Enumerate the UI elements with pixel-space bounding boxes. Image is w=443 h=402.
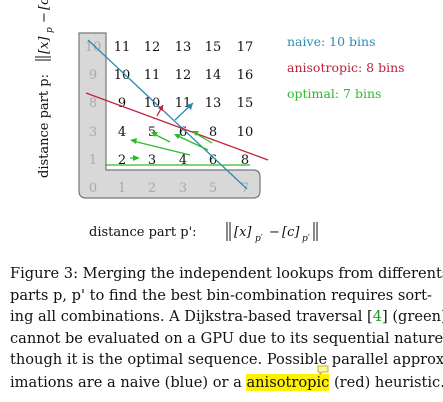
legend: naive: 10 bins anisotropic: 8 bins optim… bbox=[287, 34, 405, 101]
bin-grid: 10 11 12 13 15 179 10 11 12 14 168 9 10 11 13 153 4 5 6 8 10… bbox=[85, 40, 254, 196]
grid-cell: 6 bbox=[209, 153, 217, 168]
grid-cell: 11 bbox=[114, 40, 131, 55]
grid-cell: 17 bbox=[237, 40, 254, 55]
highlighted-word[interactable]: anisotropic bbox=[246, 373, 330, 391]
grid-cell: 4 bbox=[118, 125, 126, 140]
grid-cell: 4 bbox=[179, 153, 187, 168]
x-axis-label: distance part p': [x] p′ − [c] p′ bbox=[89, 222, 318, 244]
grid-cell: 11 bbox=[175, 96, 192, 111]
caption-line-1: Figure 3: Merging the independent lookup… bbox=[10, 265, 443, 282]
svg-text:[x]: [x] bbox=[234, 225, 252, 240]
optimal-path bbox=[105, 131, 250, 166]
grid-cell: 8 bbox=[209, 125, 217, 140]
grid-cell: 12 bbox=[144, 40, 161, 55]
grid-cell: 2 bbox=[148, 181, 156, 196]
legend-optimal: optimal: 7 bins bbox=[287, 86, 381, 101]
grid-cell: 3 bbox=[89, 125, 97, 140]
grid-cell: 12 bbox=[175, 68, 192, 83]
svg-text:−: − bbox=[269, 225, 280, 240]
grid-cell: 13 bbox=[175, 40, 192, 55]
grid-cell: 10 bbox=[144, 96, 161, 111]
grid-cell: 6 bbox=[179, 125, 187, 140]
x-axis-label-text: distance part p': bbox=[89, 225, 197, 240]
legend-anisotropic: anisotropic: 8 bins bbox=[287, 60, 405, 75]
anisotropic-arrowhead bbox=[158, 105, 163, 111]
naive-arrowhead bbox=[186, 103, 193, 110]
grid-cell: 7 bbox=[241, 181, 249, 196]
caption-line-2: parts p, p' to find the best bin-combina… bbox=[10, 286, 432, 304]
svg-text:p′: p′ bbox=[302, 234, 310, 244]
svg-text:[x]: [x] bbox=[37, 36, 52, 54]
svg-text:[c]: [c] bbox=[37, 0, 52, 10]
grid-cell: 2 bbox=[118, 153, 126, 168]
grid-cell: 10 bbox=[85, 40, 102, 55]
grid-cell: 10 bbox=[114, 68, 131, 83]
grid-cell: 3 bbox=[179, 181, 187, 196]
grid-cell: 1 bbox=[118, 181, 126, 196]
y-axis-label: distance part p: [x] p − [c] p bbox=[35, 0, 55, 178]
grid-cell: 3 bbox=[148, 153, 156, 168]
svg-text:p: p bbox=[45, 27, 55, 33]
x-axis-norm: [x] p′ − [c] p′ bbox=[226, 222, 318, 244]
caption-line-5: though it is the optimal sequence. Possi… bbox=[10, 351, 443, 369]
grid-cell: 13 bbox=[205, 96, 222, 111]
legend-naive: naive: 10 bins bbox=[287, 34, 376, 49]
grid-cell: 1 bbox=[89, 153, 97, 168]
grid-cell: 15 bbox=[205, 40, 222, 55]
y-axis-norm: [x] p − [c] p bbox=[35, 0, 55, 61]
svg-text:p′: p′ bbox=[255, 234, 263, 244]
grid-cell: 15 bbox=[237, 96, 254, 111]
grid-cell: 16 bbox=[237, 68, 254, 83]
caption-line-4: cannot be evaluated on a GPU due to its … bbox=[10, 329, 443, 347]
svg-text:−: − bbox=[37, 12, 52, 23]
grid-cell: 8 bbox=[89, 96, 97, 111]
citation-link[interactable]: 4 bbox=[372, 308, 383, 326]
grid-cell: 9 bbox=[89, 68, 97, 83]
grid-cell: 0 bbox=[89, 181, 97, 196]
grid-cell: 11 bbox=[144, 68, 161, 83]
caption-line-3: ing all combinations. A Dijkstra-based t… bbox=[10, 308, 443, 326]
grid-cell: 10 bbox=[237, 125, 254, 140]
axis-band bbox=[78, 32, 261, 199]
anisotropic-line bbox=[85, 92, 269, 161]
grid-cell: 8 bbox=[241, 153, 249, 168]
grid-cell: 14 bbox=[205, 68, 222, 83]
comment-note-icon[interactable] bbox=[317, 365, 329, 375]
figure-caption: Figure 3: Merging the independent lookup… bbox=[10, 263, 443, 394]
grid-cell: 9 bbox=[118, 96, 126, 111]
caption-line-6: imations are a naive (blue) or a anisotr… bbox=[10, 365, 443, 394]
y-axis-label-text: distance part p: bbox=[37, 74, 52, 178]
figure-3-diagram: distance part p: [x] p − [c] p 101112131… bbox=[35, 0, 405, 244]
grid-cell: 5 bbox=[209, 181, 217, 196]
svg-text:[c]: [c] bbox=[282, 225, 300, 240]
naive-line bbox=[87, 39, 248, 190]
